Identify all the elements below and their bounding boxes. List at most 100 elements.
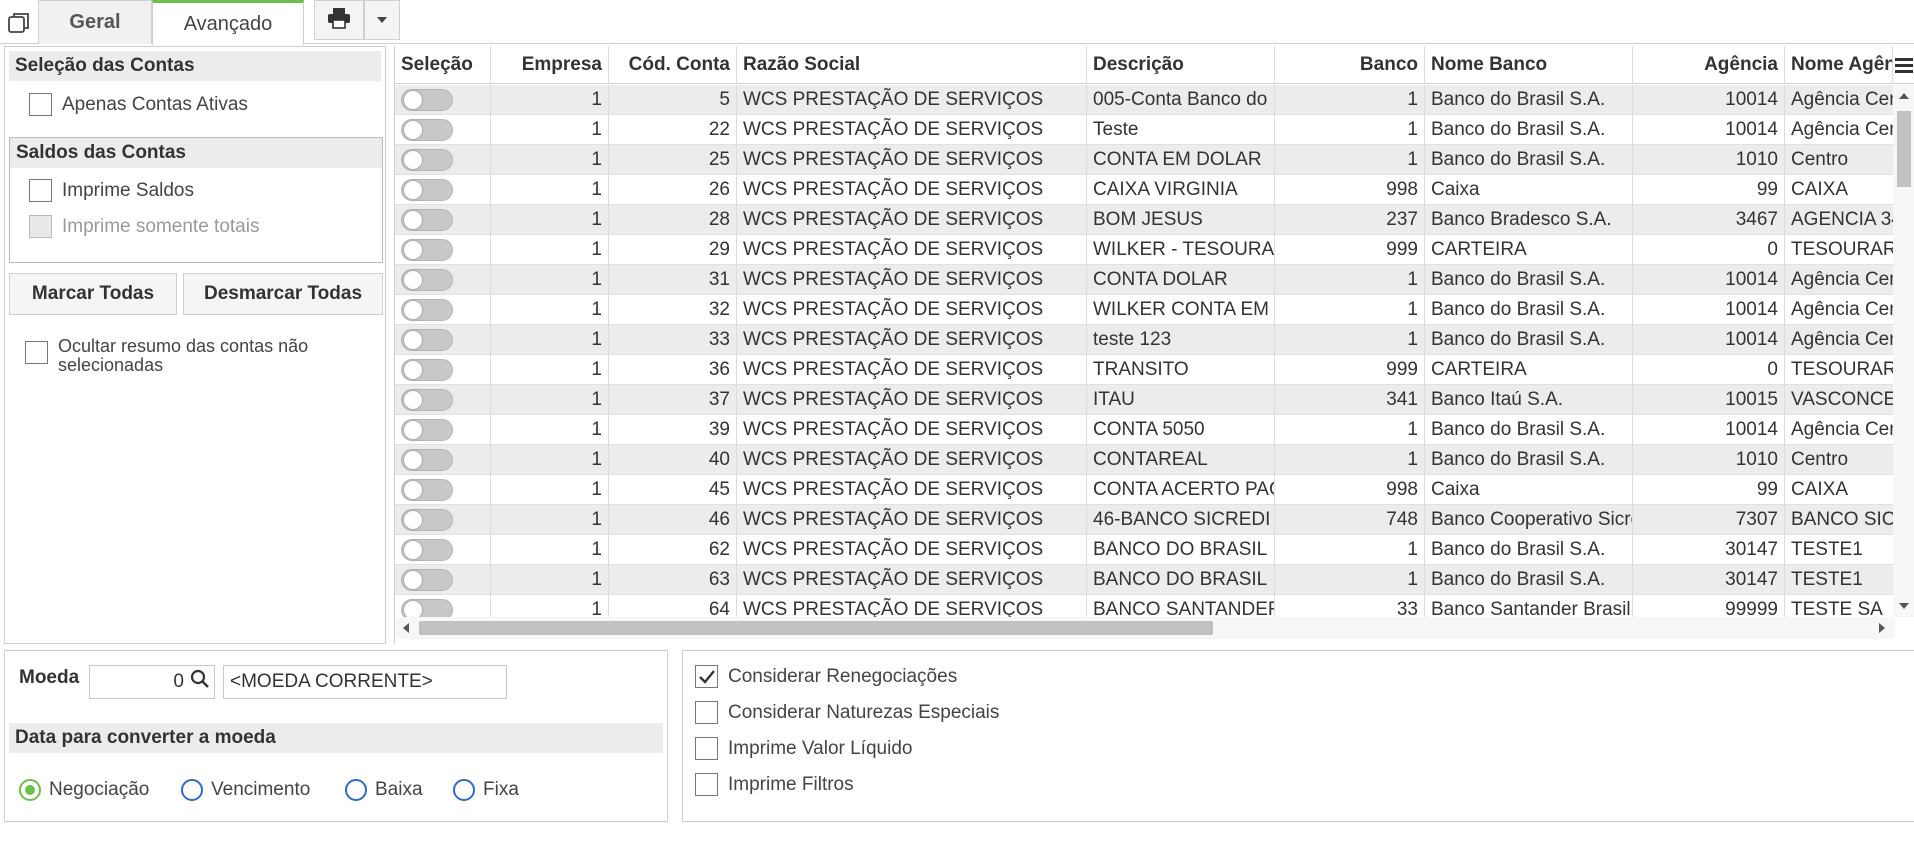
checkbox-label: Imprime Saldos <box>62 179 194 201</box>
selection-toggle[interactable] <box>401 239 453 261</box>
table-row[interactable]: 1 31 WCS PRESTAÇÃO DE SERVIÇOS CONTA DOLAR 1… <box>395 265 1895 295</box>
selection-toggle[interactable] <box>401 149 453 171</box>
table-row[interactable]: 1 46 WCS PRESTAÇÃO DE SERVIÇOS 46-BANCO SIC… <box>395 505 1895 535</box>
table-row[interactable]: 1 63 WCS PRESTAÇÃO DE SERVIÇOS BANCO DO BRA… <box>395 565 1895 595</box>
cell-selecao <box>395 205 491 235</box>
search-icon[interactable] <box>190 669 210 695</box>
cell-nome-banco: Caixa <box>1425 175 1633 205</box>
table-row[interactable]: 1 37 WCS PRESTAÇÃO DE SERVIÇOS ITAU 341 Banco… <box>395 385 1895 415</box>
column-header-nome-agencia[interactable]: Nome Agência <box>1785 46 1893 84</box>
radio-fixa[interactable]: Fixa <box>453 779 519 801</box>
cell-empresa: 1 <box>491 295 609 325</box>
cell-empresa: 1 <box>491 265 609 295</box>
cell-selecao <box>395 415 491 445</box>
selection-toggle[interactable] <box>401 509 453 531</box>
checkbox-box[interactable] <box>695 773 718 796</box>
selection-toggle[interactable] <box>401 179 453 201</box>
column-header-empresa[interactable]: Empresa <box>491 46 609 84</box>
considerar-renegociacoes-checkbox[interactable]: Considerar Renegociações <box>695 665 957 688</box>
column-header-selecao[interactable]: Seleção <box>395 46 491 84</box>
cell-razao-social: WCS PRESTAÇÃO DE SERVIÇOS <box>737 505 1087 535</box>
cell-nome-agencia: Centro <box>1785 145 1895 175</box>
selection-toggle[interactable] <box>401 329 453 351</box>
considerar-naturezas-especiais-checkbox[interactable]: Considerar Naturezas Especiais <box>695 701 999 724</box>
selection-toggle[interactable] <box>401 479 453 501</box>
desmarcar-todas-button[interactable]: Desmarcar Todas <box>183 273 383 315</box>
print-dropdown-button[interactable] <box>364 0 400 40</box>
column-header-descricao[interactable]: Descrição <box>1087 46 1275 84</box>
marcar-todas-button[interactable]: Marcar Todas <box>9 273 177 315</box>
selection-toggle[interactable] <box>401 449 453 471</box>
cell-empresa: 1 <box>491 205 609 235</box>
tab-avancado[interactable]: Avançado <box>152 0 304 45</box>
checkbox-box[interactable] <box>29 179 52 202</box>
selection-toggle[interactable] <box>401 419 453 441</box>
cell-razao-social: WCS PRESTAÇÃO DE SERVIÇOS <box>737 355 1087 385</box>
horizontal-scrollbar[interactable] <box>395 617 1895 639</box>
vertical-scrollbar[interactable] <box>1893 85 1914 617</box>
cell-nome-banco: Banco do Brasil S.A. <box>1425 85 1633 115</box>
column-header-banco[interactable]: Banco <box>1275 46 1425 84</box>
table-row[interactable]: 1 33 WCS PRESTAÇÃO DE SERVIÇOS teste 123 1 Ba… <box>395 325 1895 355</box>
cell-descricao: 46-BANCO SICREDI <box>1087 505 1275 535</box>
selection-toggle[interactable] <box>401 389 453 411</box>
checkbox-box[interactable] <box>29 93 52 116</box>
table-row[interactable]: 1 29 WCS PRESTAÇÃO DE SERVIÇOS WILKER - TES… <box>395 235 1895 265</box>
selection-toggle[interactable] <box>401 569 453 591</box>
table-row[interactable]: 1 45 WCS PRESTAÇÃO DE SERVIÇOS CONTA ACERTO… <box>395 475 1895 505</box>
table-row[interactable]: 1 64 WCS PRESTAÇÃO DE SERVIÇOS BANCO SANTAN… <box>395 595 1895 617</box>
radio-button[interactable] <box>181 779 203 801</box>
column-header-agencia[interactable]: Agência <box>1633 46 1785 84</box>
selection-toggle[interactable] <box>401 209 453 231</box>
cell-selecao <box>395 265 491 295</box>
window-restore-icon[interactable] <box>6 10 32 36</box>
table-row[interactable]: 1 25 WCS PRESTAÇÃO DE SERVIÇOS CONTA EM DOL… <box>395 145 1895 175</box>
selection-toggle[interactable] <box>401 299 453 321</box>
radio-button[interactable] <box>345 779 367 801</box>
table-row[interactable]: 1 40 WCS PRESTAÇÃO DE SERVIÇOS CONTAREAL 1 Ba… <box>395 445 1895 475</box>
imprime-saldos-checkbox[interactable]: Imprime Saldos <box>29 179 194 202</box>
cell-nome-banco: Caixa <box>1425 475 1633 505</box>
checkbox-box[interactable] <box>695 737 718 760</box>
cell-banco: 999 <box>1275 235 1425 265</box>
selection-toggle[interactable] <box>401 539 453 561</box>
table-row[interactable]: 1 5 WCS PRESTAÇÃO DE SERVIÇOS 005-Conta Ban… <box>395 85 1895 115</box>
column-header-cod-conta[interactable]: Cód. Conta <box>609 46 737 84</box>
checkbox-box[interactable] <box>695 665 718 688</box>
radio-baixa[interactable]: Baixa <box>345 779 423 801</box>
ocultar-resumo-checkbox[interactable]: Ocultar resumo das contas não selecionad… <box>25 337 365 375</box>
selection-toggle[interactable] <box>401 269 453 291</box>
moeda-code-field[interactable]: 0 <box>89 665 215 699</box>
cell-banco: 341 <box>1275 385 1425 415</box>
selection-toggle[interactable] <box>401 599 453 617</box>
imprime-valor-liquido-checkbox[interactable]: Imprime Valor Líquido <box>695 737 912 760</box>
apenas-contas-ativas-checkbox[interactable]: Apenas Contas Ativas <box>29 93 248 116</box>
checkbox-box[interactable] <box>25 341 48 364</box>
radio-negociacao[interactable]: Negociação <box>19 779 149 801</box>
grid-menu-icon[interactable] <box>1893 52 1914 78</box>
radio-button[interactable] <box>19 779 41 801</box>
table-row[interactable]: 1 39 WCS PRESTAÇÃO DE SERVIÇOS CONTA 5050 1 B… <box>395 415 1895 445</box>
table-row[interactable]: 1 28 WCS PRESTAÇÃO DE SERVIÇOS BOM JESUS 237… <box>395 205 1895 235</box>
radio-button[interactable] <box>453 779 475 801</box>
table-row[interactable]: 1 62 WCS PRESTAÇÃO DE SERVIÇOS BANCO DO BRA… <box>395 535 1895 565</box>
table-row[interactable]: 1 36 WCS PRESTAÇÃO DE SERVIÇOS TRANSITO 999 C… <box>395 355 1895 385</box>
cell-descricao: TRANSITO <box>1087 355 1275 385</box>
cell-descricao: BANCO DO BRASIL <box>1087 535 1275 565</box>
column-header-nome-banco[interactable]: Nome Banco <box>1425 46 1633 84</box>
selection-toggle[interactable] <box>401 89 453 111</box>
table-row[interactable]: 1 32 WCS PRESTAÇÃO DE SERVIÇOS WILKER CONTA… <box>395 295 1895 325</box>
imprime-filtros-checkbox[interactable]: Imprime Filtros <box>695 773 854 796</box>
cell-nome-banco: Banco do Brasil S.A. <box>1425 535 1633 565</box>
radio-vencimento[interactable]: Vencimento <box>181 779 310 801</box>
print-button[interactable] <box>314 0 364 40</box>
table-row[interactable]: 1 26 WCS PRESTAÇÃO DE SERVIÇOS CAIXA VIRGIN… <box>395 175 1895 205</box>
table-row[interactable]: 1 22 WCS PRESTAÇÃO DE SERVIÇOS Teste 1 Banco … <box>395 115 1895 145</box>
selection-toggle[interactable] <box>401 119 453 141</box>
column-header-razao-social[interactable]: Razão Social <box>737 46 1087 84</box>
selection-toggle[interactable] <box>401 359 453 381</box>
tab-geral[interactable]: Geral <box>38 0 152 44</box>
checkbox-box[interactable] <box>695 701 718 724</box>
cell-agencia: 10014 <box>1633 295 1785 325</box>
cell-banco: 1 <box>1275 115 1425 145</box>
